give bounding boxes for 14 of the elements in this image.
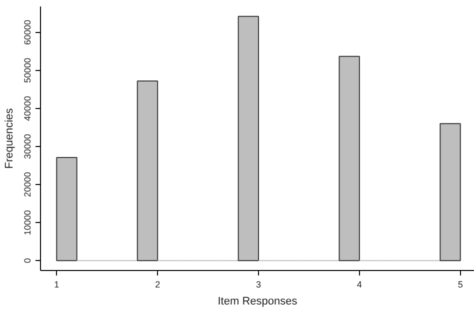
x-tick-label: 1 <box>54 280 60 290</box>
y-tick-label: 10000 <box>22 210 32 236</box>
x-axis-title: Item Responses <box>218 296 298 308</box>
y-tick-label: 60000 <box>22 20 32 45</box>
y-tick-label: 30000 <box>22 134 32 159</box>
y-tick-label: 0 <box>22 258 32 264</box>
x-tick-label: 3 <box>256 280 262 290</box>
y-tick-label: 40000 <box>22 96 32 121</box>
y-axis-title: Frequencies <box>4 108 16 169</box>
y-tick-label: 50000 <box>22 58 32 83</box>
y-tick-label: 20000 <box>22 172 32 198</box>
x-tick-label: 5 <box>458 280 463 290</box>
x-tick-label: 2 <box>155 280 160 290</box>
x-tick-label: 4 <box>356 280 362 290</box>
